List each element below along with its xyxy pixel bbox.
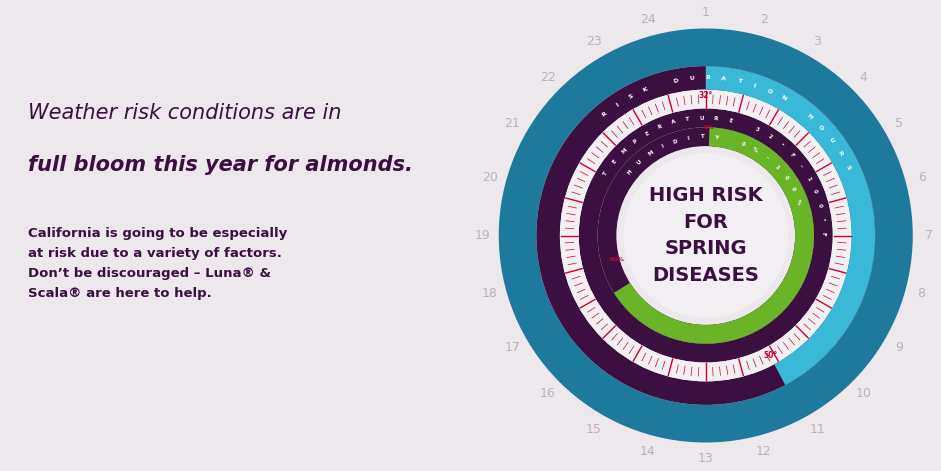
- Text: O: O: [766, 88, 773, 95]
- Text: 21: 21: [504, 117, 520, 130]
- Text: U: U: [636, 159, 643, 165]
- Text: 13: 13: [698, 453, 713, 465]
- Wedge shape: [614, 127, 814, 344]
- Text: T: T: [737, 79, 742, 84]
- Text: E: E: [727, 118, 732, 123]
- Text: 60%: 60%: [610, 257, 625, 262]
- Text: F: F: [821, 232, 826, 236]
- Text: R: R: [705, 75, 710, 81]
- Text: 1: 1: [702, 6, 710, 18]
- Text: California is going to be especially
at risk due to a variety of factors.
Don’t : California is going to be especially at …: [28, 227, 288, 300]
- Text: °: °: [779, 143, 784, 148]
- Text: R: R: [837, 150, 844, 157]
- Text: 0: 0: [783, 174, 789, 180]
- Text: M: M: [620, 147, 628, 154]
- Text: U: U: [699, 115, 704, 121]
- Text: 8: 8: [917, 287, 926, 300]
- Text: 10: 10: [856, 387, 871, 400]
- Text: F: F: [789, 152, 795, 158]
- Text: R: R: [601, 111, 608, 118]
- Text: 22: 22: [540, 71, 555, 84]
- Text: I: I: [661, 144, 664, 149]
- Text: 1: 1: [805, 176, 812, 181]
- Text: U: U: [689, 76, 694, 81]
- Text: –: –: [798, 164, 804, 169]
- Text: 24: 24: [640, 13, 656, 26]
- Text: 9: 9: [895, 341, 903, 354]
- Text: M: M: [646, 150, 654, 157]
- Text: I: I: [753, 83, 757, 89]
- Text: Y: Y: [714, 135, 718, 140]
- Text: –: –: [764, 155, 769, 161]
- Text: 14: 14: [640, 445, 656, 458]
- Text: 15: 15: [586, 422, 602, 436]
- Text: 0: 0: [817, 203, 822, 208]
- Text: T: T: [685, 116, 690, 122]
- Text: 2: 2: [759, 13, 768, 26]
- Text: 12: 12: [756, 445, 772, 458]
- Wedge shape: [560, 89, 852, 382]
- Text: 0: 0: [812, 189, 818, 194]
- Text: 5: 5: [895, 117, 903, 130]
- Text: N: N: [780, 95, 788, 102]
- Text: P: P: [631, 138, 638, 145]
- Text: R: R: [713, 116, 718, 121]
- Text: A: A: [671, 120, 676, 125]
- Text: 3: 3: [814, 35, 821, 49]
- Text: E: E: [612, 158, 617, 164]
- Text: K: K: [642, 87, 648, 93]
- Text: %: %: [752, 146, 758, 154]
- Text: 0: 0: [740, 141, 745, 147]
- Text: U: U: [828, 137, 835, 144]
- Wedge shape: [623, 153, 788, 318]
- Text: full bloom this year for almonds.: full bloom this year for almonds.: [28, 155, 413, 175]
- Text: 0%: 0%: [704, 125, 715, 130]
- Text: 0: 0: [789, 187, 796, 192]
- Text: A: A: [721, 76, 726, 81]
- Text: D: D: [672, 138, 678, 145]
- Text: 50°: 50°: [764, 351, 778, 360]
- Wedge shape: [706, 66, 875, 385]
- Text: 23: 23: [586, 35, 602, 49]
- Text: HIGH RISK
FOR
SPRING
DISEASES: HIGH RISK FOR SPRING DISEASES: [649, 186, 762, 285]
- Text: H: H: [805, 114, 813, 121]
- Text: 6: 6: [917, 171, 926, 184]
- Text: 11: 11: [809, 422, 825, 436]
- Text: S: S: [845, 164, 852, 171]
- Text: T: T: [700, 134, 704, 139]
- Wedge shape: [579, 108, 833, 363]
- Text: 20: 20: [482, 171, 498, 184]
- Text: 32°: 32°: [698, 91, 713, 100]
- Wedge shape: [536, 66, 875, 405]
- Text: 16: 16: [540, 387, 555, 400]
- Wedge shape: [499, 28, 913, 443]
- Text: Weather risk conditions are in: Weather risk conditions are in: [28, 103, 342, 123]
- Text: S: S: [628, 94, 634, 100]
- Text: O: O: [818, 124, 824, 131]
- Text: I: I: [614, 102, 619, 108]
- Text: 18: 18: [482, 287, 498, 300]
- Text: 7: 7: [925, 229, 933, 242]
- Text: °: °: [820, 218, 825, 221]
- Text: D: D: [673, 78, 678, 84]
- Text: E: E: [644, 130, 650, 137]
- Text: I: I: [687, 136, 690, 141]
- Text: R: R: [657, 124, 662, 130]
- Text: 3: 3: [755, 127, 760, 133]
- Text: H: H: [627, 169, 633, 175]
- Text: T: T: [603, 170, 609, 176]
- Text: 2: 2: [767, 134, 773, 140]
- Wedge shape: [598, 127, 814, 344]
- Text: 17: 17: [504, 341, 520, 354]
- Text: 1: 1: [774, 164, 780, 170]
- Text: 19: 19: [474, 229, 490, 242]
- Text: %: %: [795, 198, 802, 205]
- Text: 4: 4: [860, 71, 868, 84]
